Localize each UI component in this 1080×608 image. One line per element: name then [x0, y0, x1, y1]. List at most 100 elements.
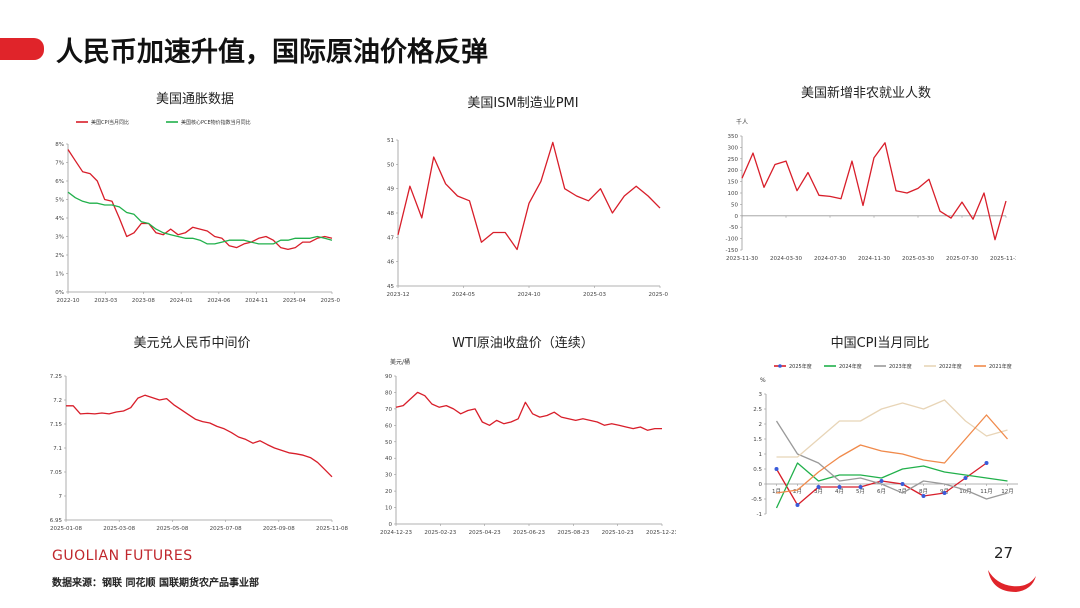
y-tick-label: 7.05 — [50, 470, 63, 476]
y-tick-label: 1 — [759, 452, 763, 458]
y-tick-label: 0.5 — [753, 467, 762, 473]
y-tick-label: 50 — [385, 440, 392, 446]
y-tick-label: 2 — [759, 422, 763, 428]
y-tick-label: -0.5 — [751, 497, 762, 503]
chart-panel-wti: WTI原油收盘价（连续） 美元/桶 0 10 20 30 40 50 60 70 80 90 2024… — [370, 330, 676, 542]
y-tick-label: 20 — [385, 489, 392, 495]
y-tick-label: 47 — [387, 235, 394, 241]
x-tick-label: 2025-04-23 — [469, 530, 501, 536]
y-tick-label: 0 — [735, 214, 739, 220]
legend-label: 2024年度 — [839, 363, 862, 370]
legend-label: 美国CPI当月同比 — [91, 119, 129, 126]
legend-label: 2022年度 — [939, 363, 962, 370]
x-tick-label: 2024-07-30 — [814, 256, 846, 262]
x-tick-label: 7月 — [898, 488, 907, 495]
y-tick-label: 70 — [385, 407, 392, 413]
y-tick-label: 30 — [385, 473, 392, 479]
x-tick-label: 12月 — [1001, 488, 1014, 495]
x-tick-label: 2024-01 — [170, 298, 193, 304]
series-line-2024年度 — [775, 462, 1008, 509]
y-tick-label: 80 — [385, 390, 392, 396]
x-tick-label: 2024-11 — [245, 298, 268, 304]
x-tick-label: 2024-12-23 — [380, 530, 412, 536]
legend-label: 2023年度 — [889, 363, 912, 370]
x-tick-label: 2024-10 — [518, 292, 541, 298]
x-tick-label: 11月 — [980, 488, 993, 495]
chart-panel-china-cpi: 中国CPI当月同比 % -1 -0.5 0 0.5 1 1.5 2 2.5 3 1月 2月 3月 4月 5月… — [730, 330, 1030, 542]
page-number: 27 — [994, 544, 1014, 562]
data-point — [984, 461, 989, 465]
x-tick-label: 2024-05 — [452, 292, 475, 298]
y-unit-label: 千人 — [736, 118, 748, 126]
series-line-wti — [395, 391, 662, 431]
series-line-2022年度 — [776, 399, 1008, 458]
x-tick-label: 2025-01-08 — [50, 526, 82, 532]
y-tick-label: 90 — [385, 374, 392, 380]
x-tick-label: 2025-04 — [283, 298, 306, 304]
chart-title: 美国通胀数据 — [155, 92, 234, 107]
y-tick-label: 60 — [385, 423, 392, 429]
x-tick-label: 2025-12-23 — [646, 530, 676, 536]
legend-label: 2025年度 — [789, 363, 812, 370]
data-point — [837, 485, 842, 489]
y-tick-label: 50 — [731, 202, 738, 208]
x-tick-label: 2025-03-08 — [103, 526, 135, 532]
x-tick-label: 2025-03 — [583, 292, 606, 298]
x-tick-label: 2023-12 — [387, 292, 410, 298]
x-tick-label: 4月 — [835, 488, 844, 495]
x-tick-label: 2025-05-08 — [156, 526, 188, 532]
x-tick-label: 2025-07-30 — [946, 256, 978, 262]
y-tick-label: 8% — [55, 142, 64, 148]
y-tick-label: 6.95 — [50, 518, 63, 524]
y-tick-label: 2.5 — [753, 407, 762, 413]
x-tick-label: 2025-08 — [649, 292, 668, 298]
x-tick-label: 2月 — [793, 488, 802, 495]
y-tick-label: 45 — [387, 284, 394, 290]
series-line-美国CPI当月同比 — [67, 149, 333, 251]
chart-title: 美国ISM制造业PMI — [467, 96, 579, 111]
chart-panel-us-ism: 美国ISM制造业PMI 45 46 47 48 49 50 51 2023-12 2024-05… — [378, 86, 668, 304]
title-accent-bar — [0, 38, 44, 60]
x-tick-label: 6月 — [877, 488, 886, 495]
chart-panel-us-nfp: 美国新增非农就业人数 千人 -150 -100 -50 0 50 100 150 200 250 3… — [716, 80, 1016, 290]
data-point — [816, 485, 821, 489]
y-tick-label: 48 — [387, 211, 394, 217]
y-tick-label: -50 — [729, 225, 738, 231]
y-tick-label: 49 — [387, 187, 394, 193]
y-tick-label: -1 — [757, 512, 762, 518]
chart-title: 美国新增非农就业人数 — [800, 86, 931, 101]
data-point — [879, 479, 884, 483]
y-tick-label: 40 — [385, 456, 392, 462]
y-tick-label: 6% — [55, 179, 64, 185]
y-tick-label: -150 — [726, 248, 739, 254]
y-tick-label: 7.15 — [50, 422, 63, 428]
chart-title: 美元兑人民币中间价 — [133, 336, 251, 351]
y-tick-label: 5% — [55, 198, 64, 204]
y-tick-label: 150 — [728, 180, 739, 186]
x-tick-label: 2023-11-30 — [726, 256, 758, 262]
wti-chart-svg: 美元/桶 0 10 20 30 40 50 60 70 80 90 2024-12-23 2025-02… — [380, 358, 676, 536]
series-line-2021年度 — [776, 414, 1008, 494]
y-tick-label: 300 — [728, 145, 739, 151]
y-tick-label: 7.25 — [50, 374, 63, 380]
y-tick-label: 3% — [55, 235, 64, 241]
x-tick-label: 2024-03-30 — [770, 256, 802, 262]
x-tick-label: 5月 — [856, 488, 865, 495]
x-tick-label: 2024-06 — [207, 298, 230, 304]
y-tick-label: 50 — [387, 162, 394, 168]
data-point — [900, 482, 905, 486]
nfp-chart-svg: 千人 -150 -100 -50 0 50 100 150 200 250 300 350 2023-1… — [726, 118, 1016, 262]
x-tick-label: 2025-02-23 — [424, 530, 456, 536]
x-tick-label: 2023-08 — [132, 298, 155, 304]
chart-title: WTI原油收盘价（连续） — [452, 336, 594, 351]
brand-logo-text: GUOLIAN FUTURES — [52, 548, 193, 564]
legend-label: 2021年度 — [989, 363, 1012, 370]
data-point — [795, 503, 800, 507]
y-tick-label: 0 — [389, 522, 393, 528]
x-tick-label: 2025-07-08 — [210, 526, 242, 532]
data-point — [963, 476, 968, 480]
x-tick-label: 2025-06-23 — [513, 530, 545, 536]
y-tick-label: 46 — [387, 260, 394, 266]
y-tick-label: 7 — [59, 494, 63, 500]
y-tick-label: 350 — [728, 134, 739, 140]
